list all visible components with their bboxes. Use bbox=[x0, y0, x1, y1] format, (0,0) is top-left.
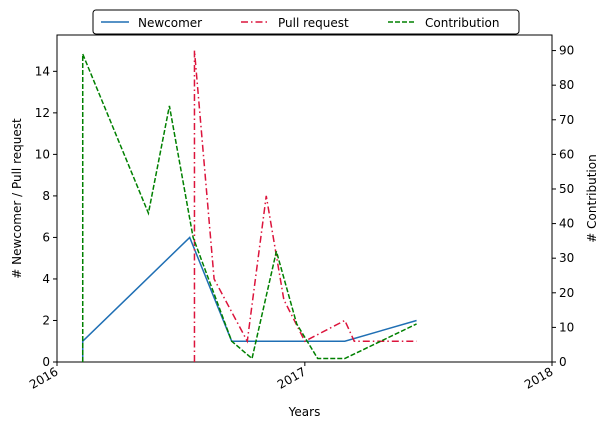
left-y-tick-label: 8 bbox=[42, 189, 50, 203]
legend-frame bbox=[92, 9, 520, 35]
left-y-tick-label: 2 bbox=[42, 313, 50, 327]
right-y-tick-label: 30 bbox=[559, 251, 574, 265]
x-tick-label: 2018 bbox=[522, 364, 555, 391]
series-line-newcomer bbox=[81, 236, 417, 362]
right-y-tick-label: 70 bbox=[559, 113, 574, 127]
right-y-tick-label: 20 bbox=[559, 286, 574, 300]
series-layer bbox=[81, 50, 417, 362]
right-y-tick-label: 40 bbox=[559, 217, 574, 231]
right-y-axis-ticks: 0 10 20 30 40 50 60 70 80 90 bbox=[552, 44, 574, 369]
series-line-contribution bbox=[81, 53, 417, 362]
left-y-axis-ticks: 0 2 4 6 8 10 12 14 bbox=[35, 64, 57, 369]
legend-label-pull-request: Pull request bbox=[278, 16, 349, 30]
plot-frame bbox=[56, 34, 553, 363]
legend-label-newcomer: Newcomer bbox=[138, 16, 202, 30]
legend: Newcomer Pull request Contribution bbox=[92, 9, 520, 35]
right-y-tick-label: 10 bbox=[559, 320, 574, 334]
left-y-tick-label: 10 bbox=[35, 147, 50, 161]
right-y-tick-label: 60 bbox=[559, 147, 574, 161]
left-y-tick-label: 0 bbox=[42, 355, 50, 369]
x-axis-title: Years bbox=[288, 405, 321, 419]
left-y-tick-label: 4 bbox=[42, 272, 50, 286]
left-y-tick-label: 6 bbox=[42, 230, 50, 244]
right-y-tick-label: 90 bbox=[559, 44, 574, 58]
legend-label-contribution: Contribution bbox=[425, 16, 500, 30]
x-axis-ticks: 2016 2017 2018 bbox=[27, 362, 556, 392]
right-y-tick-label: 50 bbox=[559, 182, 574, 196]
x-tick-label: 2017 bbox=[275, 364, 308, 391]
right-y-tick-label: 80 bbox=[559, 78, 574, 92]
left-y-axis-title: # Newcomer / Pull request bbox=[10, 118, 24, 279]
right-y-tick-label: 0 bbox=[559, 355, 567, 369]
left-y-tick-label: 14 bbox=[35, 64, 50, 78]
series-line-pull-request bbox=[193, 50, 417, 362]
left-y-tick-label: 12 bbox=[35, 106, 50, 120]
right-y-axis-title: # Contribution bbox=[585, 154, 599, 242]
